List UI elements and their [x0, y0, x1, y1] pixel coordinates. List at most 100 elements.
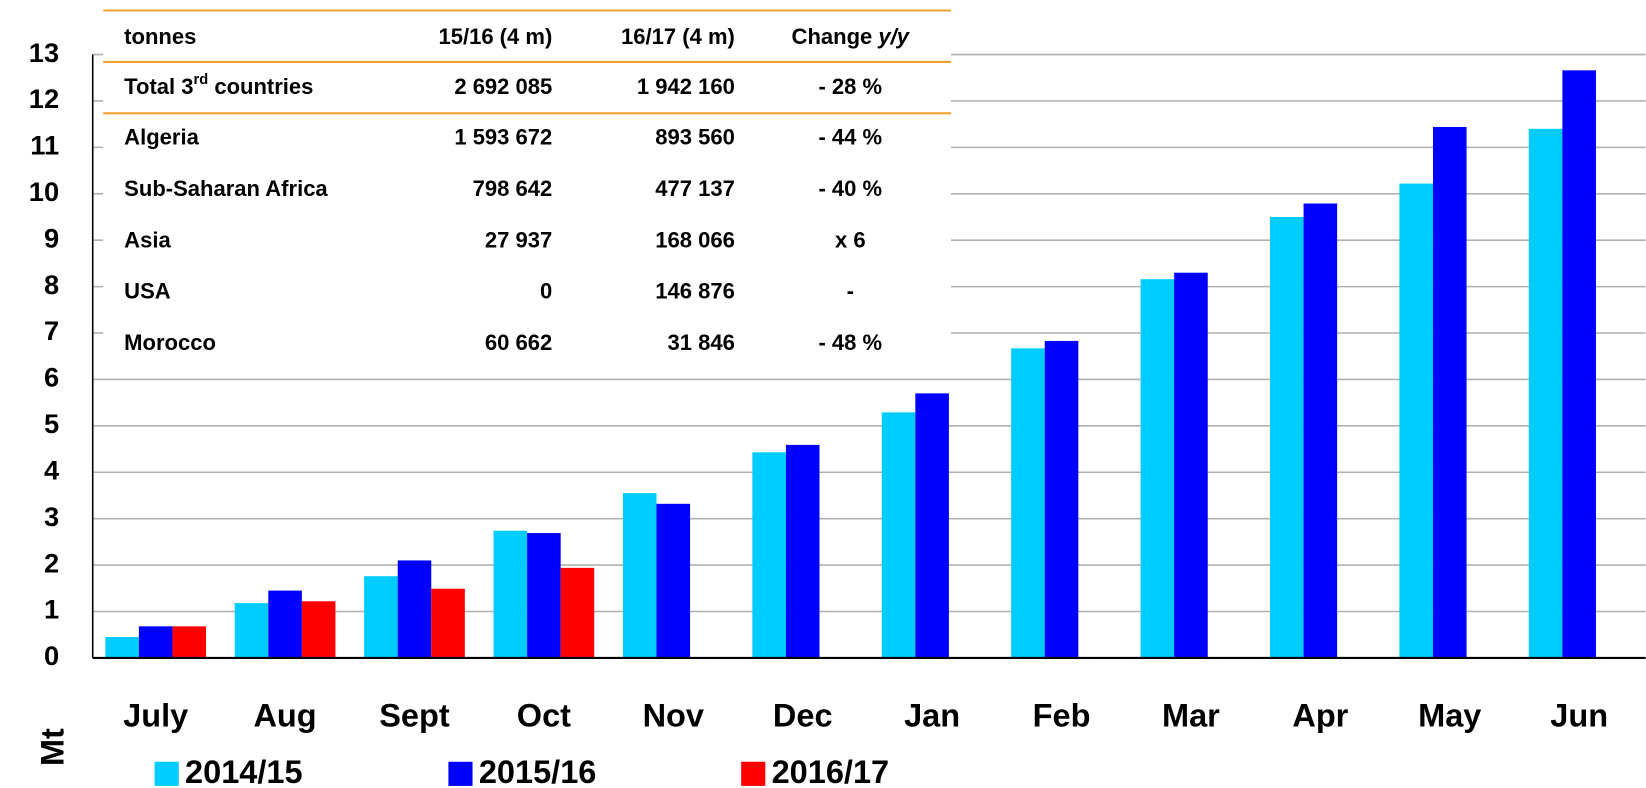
- table-text-part: 60 662: [485, 330, 552, 355]
- bar: [1011, 348, 1045, 658]
- table-text-part: Total 3: [124, 74, 193, 99]
- bar: [881, 412, 916, 658]
- table-text-part: 1 942 160: [637, 74, 735, 99]
- x-tick-label: Apr: [1292, 697, 1348, 733]
- bar: [301, 601, 336, 658]
- bar: [785, 444, 820, 658]
- x-tick-label: Mar: [1162, 697, 1220, 733]
- x-tick-label: Oct: [517, 697, 571, 733]
- table-cell: 477 137: [655, 176, 735, 201]
- table-text-part: Sub-Saharan Africa: [124, 176, 328, 201]
- x-tick-label: May: [1418, 697, 1481, 733]
- table-text-part: 0: [540, 279, 552, 304]
- y-tick-label: 6: [44, 362, 59, 393]
- bar: [1303, 203, 1338, 658]
- table-cell: Asia: [124, 227, 171, 252]
- bar: [397, 560, 432, 658]
- x-tick-label: Jun: [1550, 697, 1608, 733]
- y-tick-label: 10: [29, 176, 59, 207]
- bar: [138, 626, 173, 658]
- table-text-part: 893 560: [655, 124, 735, 149]
- table-text-part: 146 876: [655, 279, 735, 304]
- y-tick-label: 12: [29, 83, 59, 114]
- table-cell: 893 560: [655, 124, 735, 149]
- table-cell: 27 937: [485, 227, 552, 252]
- table-header: 16/17 (4 m): [621, 24, 735, 49]
- table-text-part: 16/17 (4 m): [621, 24, 735, 49]
- y-tick-label: 13: [29, 37, 59, 68]
- y-tick-label: 1: [44, 594, 59, 625]
- bar: [1562, 70, 1596, 658]
- x-tick-label: Dec: [773, 697, 833, 733]
- table-text-part: rd: [194, 72, 209, 88]
- y-tick-label: 8: [44, 269, 59, 300]
- table-cell: 146 876: [655, 279, 735, 304]
- table-cell: Sub-Saharan Africa: [124, 176, 328, 201]
- bar: [493, 530, 528, 658]
- bar: [656, 503, 691, 658]
- table-cell: - 44 %: [818, 124, 882, 149]
- table-text-part: x 6: [835, 227, 866, 252]
- bar: [1174, 272, 1208, 658]
- bar: [1432, 126, 1467, 658]
- table-text-part: 477 137: [655, 176, 735, 201]
- table-text-part: 798 642: [473, 176, 553, 201]
- x-tick-label: Jan: [904, 697, 960, 733]
- x-tick-label: Nov: [643, 697, 704, 733]
- y-tick-label: 9: [44, 222, 59, 253]
- bar: [234, 603, 269, 658]
- table-text-part: Asia: [124, 227, 171, 252]
- table-text-part: 168 066: [655, 227, 735, 252]
- y-tick-label: 4: [44, 454, 60, 485]
- table-header: 15/16 (4 m): [438, 24, 552, 49]
- table-cell: - 40 %: [818, 176, 882, 201]
- bar: [172, 626, 207, 658]
- table-text-part: - 44 %: [818, 124, 882, 149]
- table-cell: 1 593 672: [454, 124, 552, 149]
- table-text-part: countries: [208, 74, 313, 99]
- table-header: tonnes: [124, 24, 196, 49]
- x-tick-label: Aug: [253, 697, 316, 733]
- bar: [1528, 128, 1563, 658]
- table-text-part: Algeria: [124, 124, 199, 149]
- bar: [1399, 183, 1433, 658]
- legend-swatch: [448, 761, 473, 786]
- bar: [560, 567, 595, 658]
- bar: [364, 576, 398, 658]
- table-cell: 60 662: [485, 330, 552, 355]
- table-cell: 798 642: [473, 176, 553, 201]
- table-text-part: 2 692 085: [454, 74, 552, 99]
- table-cell: USA: [124, 279, 171, 304]
- table-cell: x 6: [835, 227, 866, 252]
- table-cell: 168 066: [655, 227, 735, 252]
- y-tick-label: 5: [44, 408, 59, 439]
- table-text-part: -: [847, 279, 854, 304]
- table-text-part: y/y: [877, 24, 910, 49]
- table-cell: Morocco: [124, 330, 216, 355]
- table-text-part: USA: [124, 279, 171, 304]
- bar: [1269, 216, 1304, 658]
- table-cell: 0: [540, 279, 552, 304]
- table-cell: -: [847, 279, 854, 304]
- table-text-part: Change: [792, 24, 879, 49]
- table-text-part: 31 846: [668, 330, 735, 355]
- bar: [105, 637, 139, 658]
- bar: [915, 393, 949, 658]
- table-text-part: - 40 %: [818, 176, 882, 201]
- table-cell: - 48 %: [818, 330, 882, 355]
- bar: [1044, 340, 1079, 658]
- table-text-part: 1 593 672: [454, 124, 552, 149]
- y-tick-label: 0: [44, 640, 59, 671]
- y-tick-label: 11: [30, 130, 59, 161]
- y-tick-label: 2: [44, 547, 59, 578]
- legend-label: 2014/15: [185, 754, 303, 788]
- table-cell: Total 3rd countries: [124, 72, 313, 99]
- legend-swatch: [154, 761, 179, 786]
- table-text-part: Morocco: [124, 330, 216, 355]
- table-cell: Algeria: [124, 124, 199, 149]
- table-cell: 2 692 085: [454, 74, 552, 99]
- table-text-part: 15/16 (4 m): [438, 24, 552, 49]
- table-cell: - 28 %: [818, 74, 882, 99]
